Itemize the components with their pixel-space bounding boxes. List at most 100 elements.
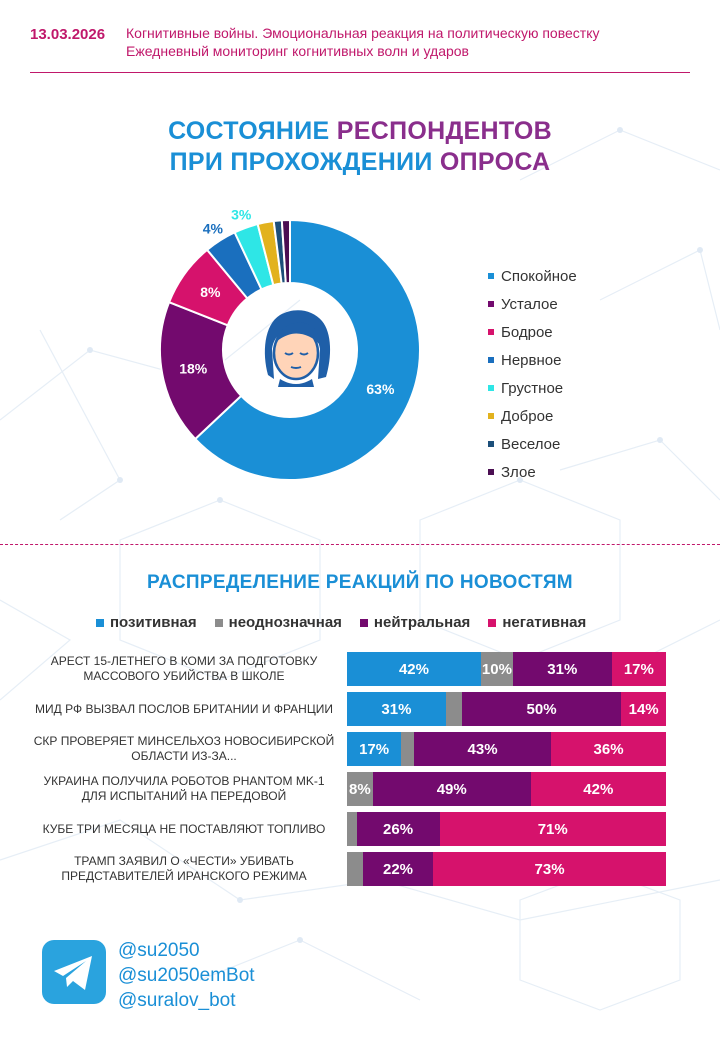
- bar-row-label: УКРАИНА ПОЛУЧИЛА РОБОТОВ PHANTOM MK-1 ДЛ…: [43, 774, 325, 803]
- bar-row-label: МИД РФ ВЫЗВАЛ ПОСЛОВ БРИТАНИИ И ФРАНЦИИ: [35, 701, 333, 716]
- bar-chart-title: РАСПРЕДЕЛЕНИЕ РЕАКЦИЙ ПО НОВОСТЯМ: [147, 572, 573, 593]
- bar-segment-нейтральная: 50%: [461, 692, 622, 726]
- bar-segment-негативная: 71%: [439, 812, 666, 846]
- donut-slice-0: [193, 218, 421, 481]
- title-word-2: РЕСПОНДЕНТОВ: [336, 117, 552, 145]
- legend-swatch: [488, 469, 494, 475]
- report-subtitle-line1: Когнитивные войны. Эмоциональная реакция…: [126, 25, 600, 41]
- legend-label: негативная: [502, 614, 587, 631]
- legend-label: нейтральная: [373, 614, 471, 631]
- title-word-1: СОСТОЯНИЕ: [168, 117, 330, 145]
- stacked-bar: 17% 43% 36%: [347, 732, 666, 766]
- bar-segment-неоднозначная: 8%: [347, 772, 373, 806]
- legend-label: Нервное: [501, 351, 562, 369]
- donut-chart-title-line1: СОСТОЯНИЕ РЕСПОНДЕНТОВ: [0, 116, 720, 147]
- donut-slice-7: [280, 218, 291, 285]
- bar-row-0: АРЕСТ 15-ЛЕТНЕГО В КОМИ ЗА ПОДГОТОВКУ МА…: [30, 652, 670, 686]
- bar-segment-нейтральная: 31%: [512, 652, 612, 686]
- donut-chart-title-line2: ПРИ ПРОХОЖДЕНИИ ОПРОСА: [0, 147, 720, 178]
- bar-segment-неоднозначная: [445, 692, 462, 726]
- donut-legend-item-7: Злое: [488, 458, 577, 486]
- bar-segment-негативная: 73%: [433, 852, 666, 886]
- bar-segment-негативная: 14%: [621, 692, 666, 726]
- bar-segment-позитивная: 31%: [347, 692, 446, 726]
- link-su2050[interactable]: @su2050: [118, 940, 200, 961]
- legend-label: Спокойное: [501, 267, 577, 285]
- header-divider: [30, 72, 690, 73]
- donut-label-3: 4%: [203, 220, 224, 236]
- report-subtitle-line2: Ежедневный мониторинг когнитивных волн и…: [126, 43, 469, 59]
- stacked-bar: 26% 71%: [347, 812, 666, 846]
- bar-legend-item-1: неоднозначная: [214, 614, 342, 631]
- bar-segment-позитивная: 17%: [347, 732, 402, 766]
- bar-segment-негативная: 36%: [551, 732, 666, 766]
- section-divider: [0, 544, 720, 545]
- bar-row-label: КУБЕ ТРИ МЕСЯЦА НЕ ПОСТАВЛЯЮТ ТОПЛИВО: [42, 821, 326, 836]
- bar-segment-нейтральная: 49%: [372, 772, 531, 806]
- telegram-plane-icon: [54, 956, 92, 990]
- legend-swatch: [488, 273, 494, 279]
- stacked-bar: 8% 49% 42%: [347, 772, 666, 806]
- legend-label: позитивная: [110, 614, 197, 631]
- donut-legend-item-6: Веселое: [488, 430, 577, 458]
- legend-swatch: [488, 385, 494, 391]
- bar-legend-item-2: нейтральная: [359, 614, 471, 631]
- bar-row-label: СКР ПРОВЕРЯЕТ МИНСЕЛЬХОЗ НОВОСИБИРСКОЙ О…: [33, 734, 335, 763]
- bar-segment-нейтральная: 22%: [362, 852, 434, 886]
- stacked-bar: 31% 50% 14%: [347, 692, 666, 726]
- legend-label: Бодрое: [501, 323, 553, 341]
- legend-label: Доброе: [501, 407, 554, 425]
- stacked-bar: 42% 10% 31% 17%: [347, 652, 666, 686]
- bar-legend-item-3: негативная: [488, 614, 586, 631]
- donut-legend-item-3: Нервное: [488, 346, 577, 374]
- bar-legend: позитивная неоднозначная нейтральная негати…: [96, 614, 604, 631]
- donut-label-4: 3%: [231, 210, 252, 223]
- title-word-3: ПРИ ПРОХОЖДЕНИИ: [169, 148, 433, 176]
- bar-segment-негативная: 42%: [530, 772, 666, 806]
- legend-swatch: [488, 441, 494, 447]
- bar-segment-неоднозначная: 10%: [480, 652, 513, 686]
- bar-segment-нейтральная: 43%: [413, 732, 552, 766]
- donut-legend-item-4: Грустное: [488, 374, 577, 402]
- donut-chart-title: СОСТОЯНИЕ РЕСПОНДЕНТОВ ПРИ ПРОХОЖДЕНИИ О…: [0, 116, 720, 178]
- bar-segment-неоднозначная: [347, 852, 363, 886]
- report-date: 13.03.2026: [30, 26, 106, 43]
- bar-segment-неоднозначная: [401, 732, 414, 766]
- donut-label-1: 18%: [179, 360, 208, 376]
- legend-label: Злое: [501, 463, 536, 481]
- bar-row-2: СКР ПРОВЕРЯЕТ МИНСЕЛЬХОЗ НОВОСИБИРСКОЙ О…: [30, 732, 670, 766]
- telegram-icon[interactable]: [42, 940, 106, 1004]
- link-su2050embot[interactable]: @su2050emBot: [118, 965, 255, 986]
- respondent-face-icon: [264, 310, 331, 387]
- legend-swatch: [488, 357, 494, 363]
- legend-swatch: [488, 413, 494, 419]
- legend-swatch: [214, 618, 223, 627]
- donut-legend-item-0: Спокойное: [488, 262, 577, 290]
- legend-swatch: [488, 618, 497, 627]
- legend-swatch: [96, 618, 104, 627]
- legend-swatch: [359, 618, 368, 627]
- donut-legend-item-1: Усталое: [488, 290, 577, 318]
- bar-segment-неоднозначная: [347, 812, 357, 846]
- bar-row-5: ТРАМП ЗАЯВИЛ О «ЧЕСТИ» УБИВАТЬ ПРЕДСТАВИ…: [30, 852, 670, 886]
- footer-links: @su2050 @su2050emBot @suralov_bot: [118, 938, 255, 1013]
- legend-label: неоднозначная: [228, 614, 342, 631]
- legend-label: Веселое: [501, 435, 561, 453]
- legend-swatch: [488, 301, 494, 307]
- bar-legend-item-0: позитивная: [96, 614, 197, 631]
- bar-row-4: КУБЕ ТРИ МЕСЯЦА НЕ ПОСТАВЛЯЮТ ТОПЛИВО 26%…: [30, 812, 670, 846]
- bar-segment-позитивная: 42%: [347, 652, 481, 686]
- bar-row-label: АРЕСТ 15-ЛЕТНЕГО В КОМИ ЗА ПОДГОТОВКУ МА…: [50, 654, 318, 683]
- link-suralov-bot[interactable]: @suralov_bot: [118, 990, 236, 1011]
- donut-legend: Спокойное Усталое Бодрое Нервное Грустное Доб…: [488, 262, 577, 486]
- donut-chart: 63% 18% 8% 4% 3%: [159, 210, 421, 481]
- legend-swatch: [488, 329, 494, 335]
- report-subtitle: Когнитивные войны. Эмоциональная реакция…: [126, 24, 599, 60]
- bar-segment-негативная: 17%: [611, 652, 666, 686]
- donut-label-0: 63%: [366, 381, 395, 397]
- bar-row-3: УКРАИНА ПОЛУЧИЛА РОБОТОВ PHANTOM MK-1 ДЛ…: [30, 772, 670, 806]
- donut-legend-item-5: Доброе: [488, 402, 577, 430]
- bar-row-1: МИД РФ ВЫЗВАЛ ПОСЛОВ БРИТАНИИ И ФРАНЦИИ 3…: [30, 692, 670, 726]
- legend-label: Грустное: [501, 379, 564, 397]
- legend-label: Усталое: [501, 295, 558, 313]
